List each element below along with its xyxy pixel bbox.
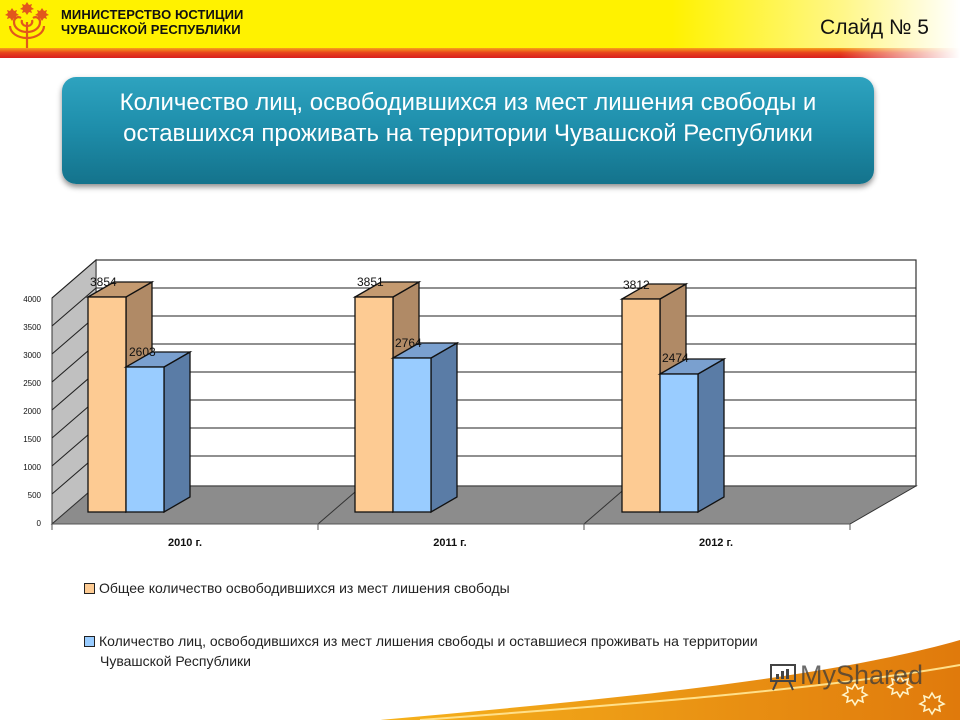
slide-title-box: Количество лиц, освободившихся из мест л…	[62, 77, 874, 184]
y-tick: 1500	[23, 435, 41, 444]
y-tick: 3000	[23, 351, 41, 360]
bar-remained-2010-side	[163, 350, 191, 514]
data-label: 3851	[357, 275, 384, 289]
star-ornament-icon	[841, 674, 946, 716]
data-label: 2764	[395, 336, 422, 350]
y-tick: 3500	[23, 323, 41, 332]
slide-number: Слайд № 5	[820, 16, 929, 39]
chuvash-emblem-icon	[5, 2, 49, 48]
data-label: 2603	[129, 345, 156, 359]
x-axis	[51, 523, 851, 530]
x-tick: 2012 г.	[699, 537, 733, 549]
bar-remained-2011	[392, 357, 432, 513]
bar-remained-2012	[659, 373, 699, 513]
footer-decoration	[380, 640, 960, 720]
data-label: 3854	[90, 275, 117, 289]
ministry-name: МИНИСТЕРСТВО ЮСТИЦИИ ЧУВАШСКОЙ РЕСПУБЛИК…	[61, 7, 244, 37]
y-tick: 1000	[23, 463, 41, 472]
ministry-line-1: МИНИСТЕРСТВО ЮСТИЦИИ	[61, 7, 244, 22]
presentation-board-icon	[770, 664, 796, 691]
y-tick: 2000	[23, 407, 41, 416]
legend-label-remained-2: Чувашской Республики	[100, 653, 251, 669]
x-tick: 2011 г.	[433, 537, 466, 549]
data-label: 2474	[662, 351, 689, 365]
legend-swatch-remained	[84, 636, 95, 647]
header-bar: МИНИСТЕРСТВО ЮСТИЦИИ ЧУВАШСКОЙ РЕСПУБЛИК…	[0, 0, 960, 50]
y-tick: 4000	[23, 295, 41, 304]
slide-title: Количество лиц, освободившихся из мест л…	[62, 87, 874, 149]
y-tick: 2500	[23, 379, 41, 388]
bar-remained-2012-side	[697, 357, 725, 514]
legend-label-remained-1: Количество лиц, освободившихся из мест л…	[99, 633, 758, 649]
legend-item-remained: Количество лиц, освободившихся из мест л…	[84, 631, 758, 671]
bar-group-2010	[85, 280, 193, 514]
bar-remained-2011-side	[430, 341, 458, 514]
bar-remained-2010	[125, 366, 165, 513]
y-axis-labels: 4000 3500 3000 2500 2000 1500 1000 500 0	[23, 295, 41, 528]
y-tick: 500	[28, 491, 42, 500]
y-tick: 0	[37, 519, 42, 528]
bar-total-2012	[621, 298, 661, 513]
bar-total-2011	[354, 296, 394, 513]
x-tick: 2010 г.	[168, 537, 202, 549]
data-labels: 3854 2603 3851 2764 3812 2474	[90, 275, 689, 365]
legend-item-total: Общее количество освободившихся из мест …	[84, 578, 510, 598]
slide-title-line-2: оставшихся проживать на территории Чуваш…	[123, 120, 813, 147]
slide-title-line-1: Количество лиц, освободившихся из мест л…	[119, 89, 817, 116]
legend-swatch-total	[84, 583, 95, 594]
header-stripe	[0, 48, 960, 58]
x-axis-labels: 2010 г. 2011 г. 2012 г.	[168, 537, 733, 549]
legend-label-total: Общее количество освободившихся из мест …	[99, 580, 510, 596]
bar-total-2010	[87, 296, 127, 513]
ministry-line-2: ЧУВАШСКОЙ РЕСПУБЛИКИ	[61, 22, 241, 37]
bar-group-2011	[352, 280, 460, 514]
bar-group-2012	[619, 282, 727, 514]
data-label: 3812	[623, 278, 650, 292]
watermark: MyShared	[800, 660, 924, 690]
chart-back-wall	[95, 259, 917, 487]
